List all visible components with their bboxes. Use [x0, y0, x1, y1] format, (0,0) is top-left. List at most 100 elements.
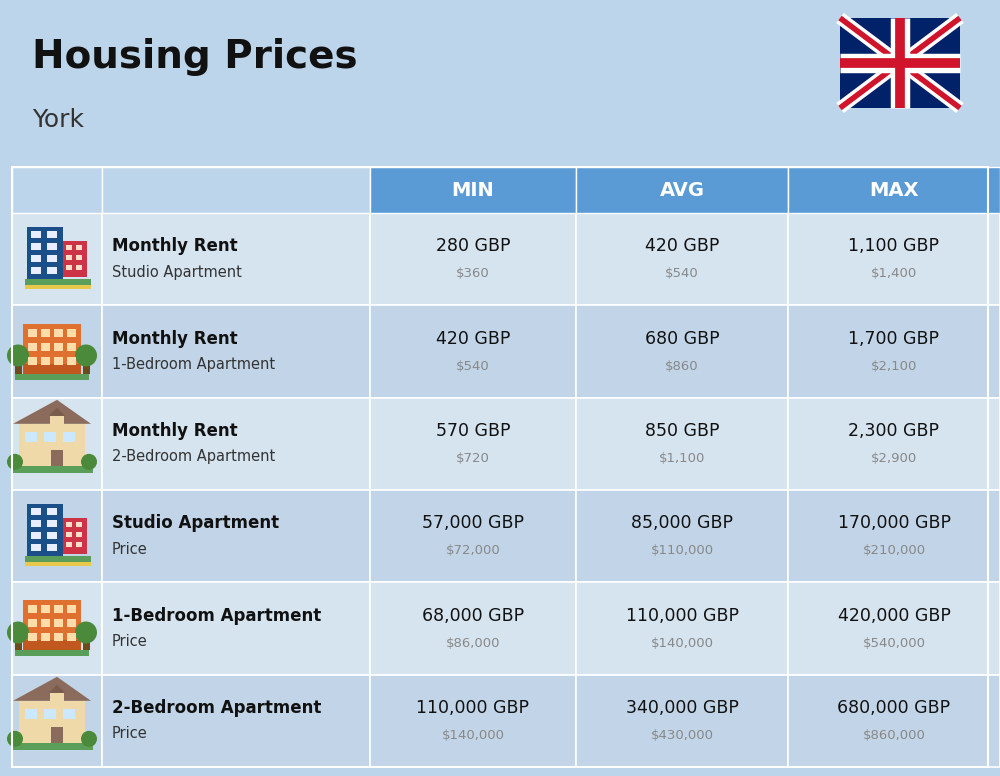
Text: 68,000 GBP: 68,000 GBP [422, 607, 524, 625]
Bar [370, 305, 576, 397]
Bar [76, 542, 82, 547]
Bar [12, 167, 102, 213]
Bar [63, 431, 75, 442]
Text: 2-Bedroom Apartment: 2-Bedroom Apartment [112, 449, 275, 464]
Bar [41, 619, 50, 628]
Bar [15, 359, 22, 373]
Bar [41, 342, 50, 351]
Bar [76, 265, 82, 270]
Bar [31, 231, 41, 238]
Bar [31, 255, 41, 262]
Bar [51, 450, 63, 466]
Text: 1-Bedroom Apartment: 1-Bedroom Apartment [112, 607, 321, 625]
Bar [47, 231, 57, 238]
Bar [788, 213, 1000, 305]
Text: AVG: AVG [660, 181, 704, 199]
Bar [28, 633, 37, 642]
Bar [102, 213, 370, 305]
Text: Monthly Rent: Monthly Rent [112, 330, 238, 348]
Bar [31, 508, 41, 515]
Text: 2-Bedroom Apartment: 2-Bedroom Apartment [112, 699, 321, 717]
Bar [27, 504, 63, 556]
Bar [576, 305, 788, 397]
Bar [102, 674, 370, 767]
Bar [47, 267, 57, 274]
Bar [31, 544, 41, 551]
Bar [788, 305, 1000, 397]
Bar [19, 424, 85, 466]
Bar [76, 522, 82, 527]
Circle shape [75, 622, 97, 643]
Bar [370, 582, 576, 674]
Text: $2,900: $2,900 [871, 452, 917, 465]
Text: MIN: MIN [452, 181, 494, 199]
Text: Monthly Rent: Monthly Rent [112, 237, 238, 255]
Bar [23, 640, 81, 650]
Bar [76, 532, 82, 537]
Bar [67, 328, 76, 337]
Circle shape [7, 731, 23, 747]
Bar [576, 490, 788, 582]
Bar [576, 167, 788, 213]
Bar [28, 342, 37, 351]
Text: Price: Price [112, 634, 148, 649]
Bar [28, 605, 37, 614]
Text: $540: $540 [456, 360, 490, 372]
Text: $860,000: $860,000 [863, 729, 925, 742]
Bar [31, 243, 41, 250]
Text: 850 GBP: 850 GBP [645, 422, 719, 440]
Circle shape [7, 454, 23, 469]
Bar [27, 227, 63, 279]
Bar [41, 356, 50, 365]
Bar [576, 397, 788, 490]
Text: Price: Price [112, 542, 148, 556]
Bar [102, 305, 370, 397]
Bar [12, 167, 988, 767]
Bar [25, 431, 37, 442]
Circle shape [81, 731, 97, 747]
Text: 680,000 GBP: 680,000 GBP [837, 699, 951, 717]
Bar [63, 241, 87, 277]
Text: $210,000: $210,000 [862, 545, 926, 557]
Text: 420,000 GBP: 420,000 GBP [838, 607, 950, 625]
Bar [54, 619, 63, 628]
Text: Studio Apartment: Studio Apartment [112, 514, 279, 532]
Text: $1,100: $1,100 [659, 452, 705, 465]
Bar [51, 727, 63, 743]
Bar [41, 328, 50, 337]
Circle shape [75, 345, 97, 366]
Bar [44, 431, 56, 442]
Bar [66, 255, 72, 260]
Bar [12, 397, 102, 490]
Bar [66, 265, 72, 270]
Text: Studio Apartment: Studio Apartment [112, 265, 242, 279]
Text: $720: $720 [456, 452, 490, 465]
Text: 2,300 GBP: 2,300 GBP [848, 422, 940, 440]
Bar [67, 633, 76, 642]
Text: $540,000: $540,000 [862, 637, 926, 650]
Bar [788, 582, 1000, 674]
Text: Housing Prices: Housing Prices [32, 38, 358, 76]
Text: 680 GBP: 680 GBP [645, 330, 719, 348]
Bar [41, 633, 50, 642]
Bar [576, 213, 788, 305]
Bar [102, 397, 370, 490]
Bar [76, 245, 82, 250]
Bar [47, 520, 57, 527]
Text: MAX: MAX [869, 181, 919, 199]
Bar [41, 605, 50, 614]
Polygon shape [13, 677, 91, 701]
Bar [47, 544, 57, 551]
Bar [370, 213, 576, 305]
Bar [102, 490, 370, 582]
Circle shape [81, 454, 97, 469]
Polygon shape [13, 400, 91, 424]
Text: $140,000: $140,000 [442, 729, 505, 742]
Bar [50, 693, 64, 701]
Bar [66, 542, 72, 547]
Bar [54, 328, 63, 337]
Bar [12, 490, 102, 582]
Text: 280 GBP: 280 GBP [436, 237, 510, 255]
Bar [28, 356, 37, 365]
Bar [31, 520, 41, 527]
